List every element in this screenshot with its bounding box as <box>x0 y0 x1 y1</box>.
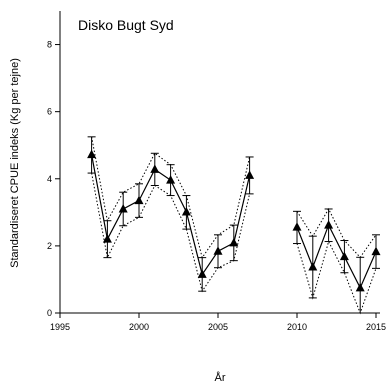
data-point-triangle <box>229 237 239 247</box>
data-point-triangle <box>324 220 334 229</box>
data-point-triangle <box>292 222 302 231</box>
y-tick-label: 2 <box>47 241 52 251</box>
y-tick-label: 0 <box>47 308 52 318</box>
data-point-triangle <box>118 203 128 213</box>
x-axis-label: År <box>215 371 226 384</box>
data-points <box>87 149 381 292</box>
data-point-triangle <box>87 149 97 159</box>
data-point-triangle <box>134 195 144 205</box>
chart-title: Disko Bugt Syd <box>78 17 174 33</box>
x-tick-label: 1995 <box>50 322 70 332</box>
y-axis-ticks: 0 2 4 6 8 <box>47 40 60 318</box>
data-point-triangle <box>245 170 255 179</box>
y-tick-label: 8 <box>47 40 52 50</box>
x-tick-label: 2005 <box>208 322 228 332</box>
data-point-triangle <box>339 251 349 261</box>
data-point-triangle <box>102 234 112 243</box>
ci-lower-line <box>296 240 377 315</box>
data-point-triangle <box>166 175 176 184</box>
x-tick-label: 2015 <box>366 322 386 332</box>
plot-frame <box>59 11 380 314</box>
y-tick-label: 6 <box>47 107 52 117</box>
data-point-triangle <box>371 246 381 256</box>
x-axis-ticks: 1995 2000 2005 2010 2015 <box>50 313 386 332</box>
ci-upper-line <box>296 207 377 259</box>
series-lines <box>91 154 377 290</box>
data-point-triangle <box>181 206 191 216</box>
y-tick-label: 4 <box>47 174 52 184</box>
y-axis-label: Standardiseret CPUE indeks (Kg per tejne… <box>9 58 21 268</box>
x-tick-label: 2000 <box>129 322 149 332</box>
data-point-triangle <box>355 282 365 292</box>
series-line <box>296 223 377 290</box>
ci-upper-line <box>91 136 251 259</box>
data-point-triangle <box>213 246 223 255</box>
data-point-triangle <box>308 262 318 271</box>
x-tick-label: 2010 <box>287 322 307 332</box>
data-point-triangle <box>197 269 207 278</box>
data-point-triangle <box>150 164 160 173</box>
